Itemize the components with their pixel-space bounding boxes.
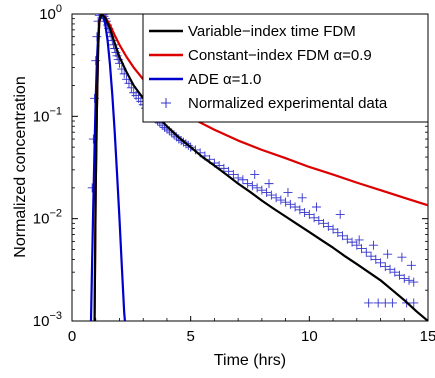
legend-label: ADE α=1.0 bbox=[188, 71, 261, 88]
data-point bbox=[328, 224, 338, 234]
data-point bbox=[283, 188, 293, 198]
data-point bbox=[352, 240, 362, 250]
x-tick-label: 15 bbox=[420, 328, 435, 345]
data-point bbox=[364, 298, 374, 308]
y-axis-label: Normalized concentration bbox=[12, 76, 29, 257]
data-point bbox=[262, 188, 272, 198]
data-point bbox=[297, 193, 307, 203]
y-tick-label: 10−3 bbox=[33, 310, 62, 330]
legend-box bbox=[142, 13, 429, 123]
data-point bbox=[250, 170, 260, 180]
data-point bbox=[276, 195, 286, 205]
data-point bbox=[366, 251, 376, 261]
data-point bbox=[271, 193, 281, 203]
data-point bbox=[380, 262, 390, 272]
data-point bbox=[385, 264, 395, 274]
data-point bbox=[264, 179, 274, 189]
data-point bbox=[383, 249, 393, 259]
legend-marker bbox=[161, 98, 171, 108]
data-point bbox=[357, 244, 367, 254]
data-point bbox=[404, 275, 414, 285]
data-point bbox=[399, 274, 409, 284]
data-point bbox=[304, 209, 314, 219]
data-point bbox=[395, 270, 405, 280]
data-point bbox=[257, 185, 267, 195]
data-point bbox=[406, 260, 416, 270]
data-point bbox=[238, 175, 248, 185]
data-point bbox=[319, 218, 329, 228]
data-point bbox=[252, 183, 262, 193]
data-point bbox=[243, 179, 253, 189]
data-point bbox=[387, 298, 397, 308]
data-point bbox=[342, 234, 352, 244]
data-point bbox=[390, 267, 400, 277]
data-point bbox=[361, 247, 371, 257]
x-axis-label: Time (hrs) bbox=[214, 352, 286, 369]
data-point bbox=[397, 252, 407, 262]
legend-label: Normalized experimental data bbox=[188, 95, 388, 112]
series-experimental-data bbox=[87, 14, 419, 308]
data-point bbox=[285, 199, 295, 209]
data-point bbox=[290, 202, 300, 212]
data-point bbox=[409, 298, 419, 308]
data-point bbox=[338, 231, 348, 241]
data-point bbox=[281, 197, 291, 207]
data-point bbox=[335, 209, 345, 219]
data-point bbox=[314, 215, 324, 225]
data-point bbox=[371, 254, 381, 264]
legend-label: Variable−index time FDM bbox=[188, 23, 356, 40]
data-point bbox=[354, 235, 364, 245]
data-point bbox=[224, 166, 234, 176]
ticks-layer: 0 5 10 15 100 10−1 10−2 10−3 bbox=[33, 3, 435, 345]
data-point bbox=[333, 228, 343, 238]
data-point bbox=[376, 258, 386, 268]
data-point bbox=[228, 170, 238, 180]
y-tick-label: 10−2 bbox=[33, 208, 62, 228]
legend-label: Constant−index FDM α=0.9 bbox=[188, 47, 372, 64]
data-point bbox=[311, 202, 321, 212]
data-point bbox=[309, 213, 319, 223]
data-point bbox=[409, 277, 419, 287]
data-point bbox=[233, 173, 243, 183]
x-tick-label: 10 bbox=[301, 328, 318, 345]
series-line-0 bbox=[93, 14, 428, 321]
data-point bbox=[368, 240, 378, 250]
data-point bbox=[300, 207, 310, 217]
x-tick-label: 0 bbox=[68, 328, 76, 345]
y-tick-label: 100 bbox=[39, 3, 62, 23]
data-point bbox=[323, 221, 333, 231]
data-point bbox=[295, 205, 305, 215]
data-point bbox=[347, 237, 357, 247]
x-tick-label: 5 bbox=[186, 328, 194, 345]
y-tick-label: 10−1 bbox=[33, 105, 62, 125]
data-point bbox=[247, 181, 257, 191]
data-point bbox=[266, 190, 276, 200]
legend: Variable−index time FDM Constant−index FD… bbox=[142, 13, 429, 123]
